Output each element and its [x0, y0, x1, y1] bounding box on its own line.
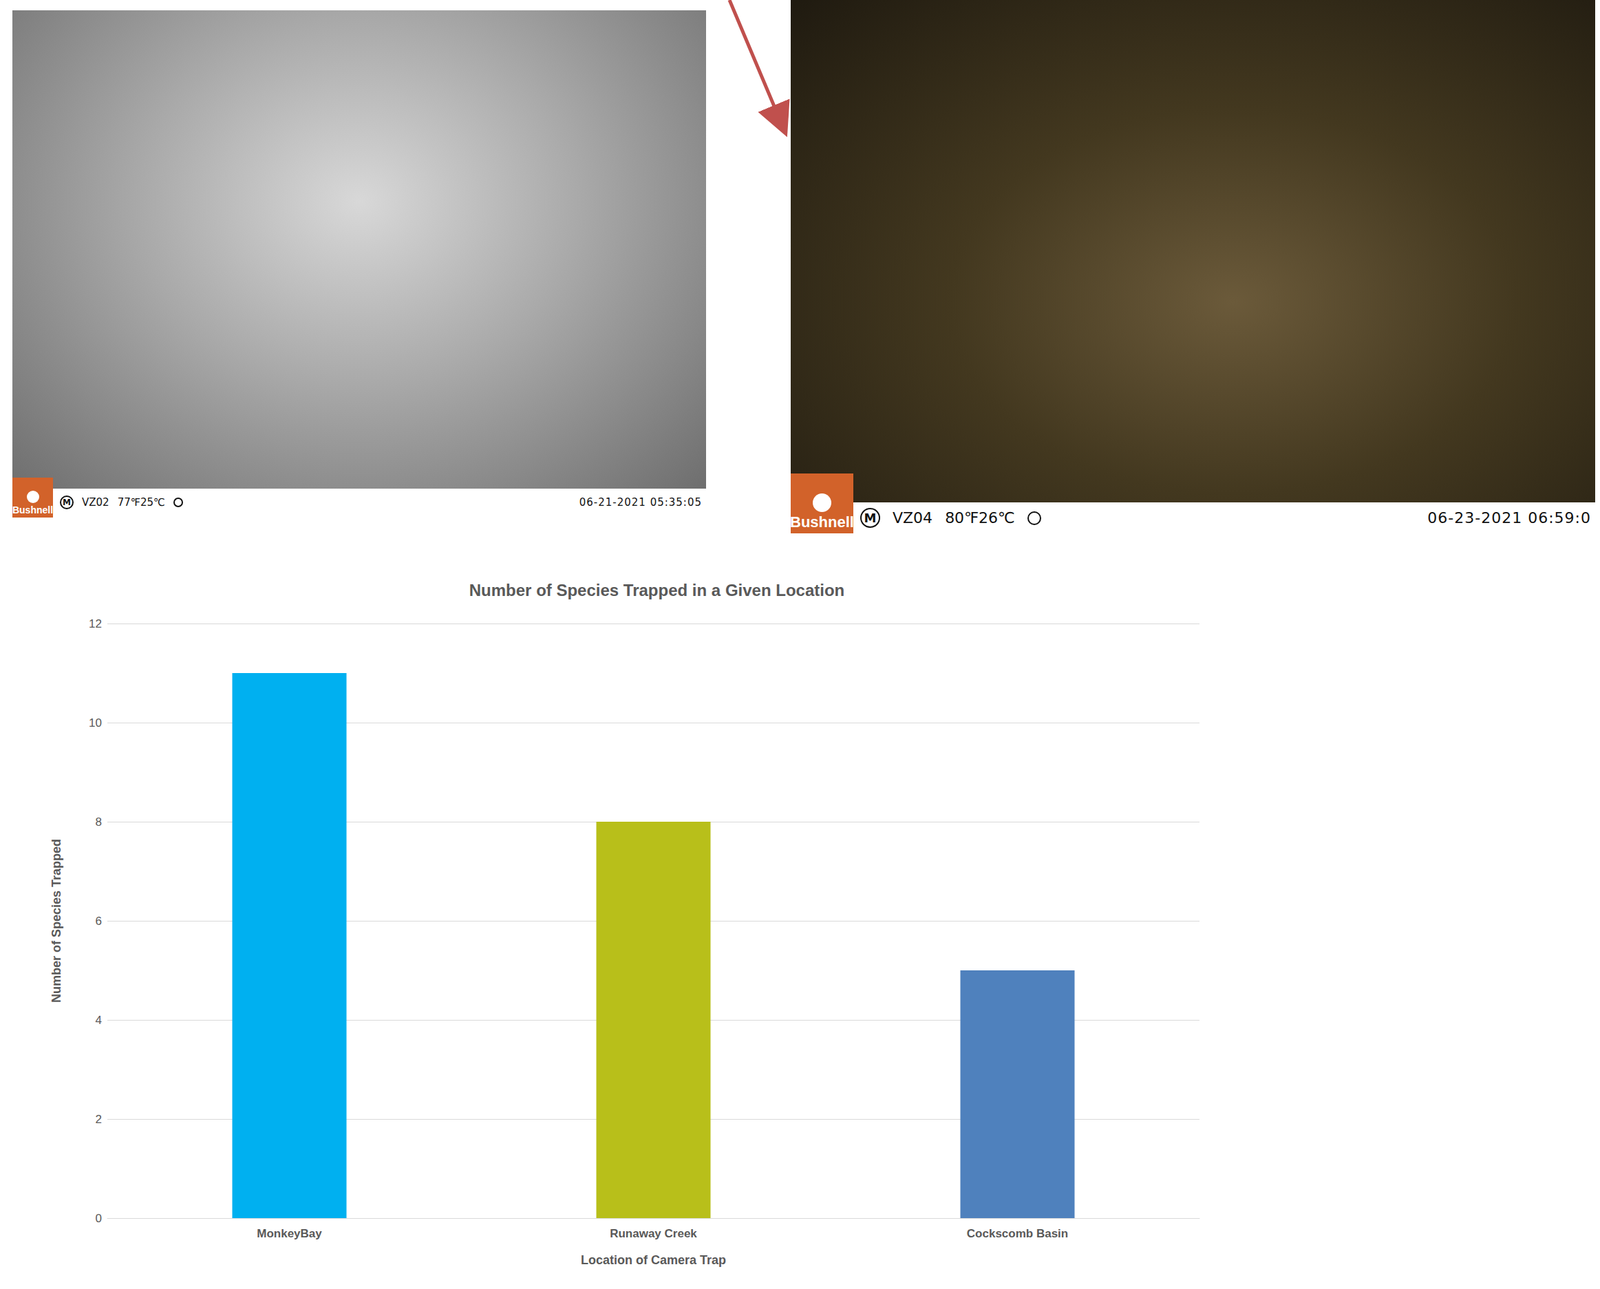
- svg-text:12: 12: [88, 617, 102, 631]
- svg-text:4: 4: [95, 1013, 102, 1027]
- html-text:06-21-2021 05:35:05: 06-21-2021 05:35:05: [579, 496, 702, 509]
- svg-text:Runaway Creek: Runaway Creek: [609, 1227, 698, 1241]
- html-text:M: M: [62, 497, 71, 508]
- html-text:Bushnell: Bushnell: [12, 504, 54, 516]
- html-text:80℉26℃: 80℉26℃: [944, 509, 1015, 527]
- html-text:VZ02: VZ02: [81, 496, 110, 509]
- svg-text:Location of Camera Trap: Location of Camera Trap: [580, 1253, 727, 1267]
- html-text:M: M: [864, 510, 877, 526]
- svg-text:8: 8: [95, 815, 102, 829]
- html-text:Bushnell: Bushnell: [790, 513, 855, 531]
- svg-text:MonkeyBay: MonkeyBay: [256, 1227, 323, 1241]
- html-text:VZ04: VZ04: [892, 509, 933, 527]
- svg-text:10: 10: [88, 716, 102, 730]
- svg-text:6: 6: [95, 914, 102, 928]
- svg-text:Cockscomb Basin: Cockscomb Basin: [966, 1227, 1069, 1241]
- html-text:06-23-2021 06:59:0: 06-23-2021 06:59:0: [1427, 509, 1592, 527]
- svg-text:2: 2: [95, 1112, 102, 1126]
- svg-text:Number of Species Trapped: Number of Species Trapped: [49, 838, 64, 1003]
- svg-text:Number of Species Trapped in a: Number of Species Trapped in a Given Loc…: [469, 580, 845, 600]
- svg-text:0: 0: [95, 1211, 102, 1225]
- html-text:77℉25℃: 77℉25℃: [117, 496, 166, 509]
